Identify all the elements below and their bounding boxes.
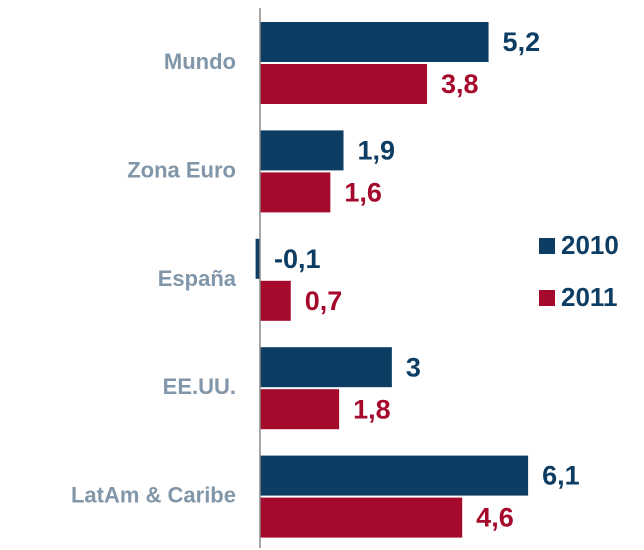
value-label: 6,1 — [542, 461, 580, 491]
legend-label: 2011 — [561, 282, 617, 312]
bar — [260, 172, 331, 213]
value-label: 1,6 — [344, 178, 382, 208]
category-label: LatAm & Caribe — [71, 483, 236, 508]
bar — [260, 22, 489, 62]
value-label: 0,7 — [305, 286, 343, 316]
bar — [260, 64, 428, 104]
value-label: 1,9 — [358, 136, 396, 166]
bar — [260, 497, 463, 538]
value-label: 5,2 — [503, 27, 541, 57]
legend-label: 2010 — [561, 230, 619, 260]
category-label: Mundo — [164, 49, 236, 74]
value-label: 4,6 — [476, 503, 514, 533]
legend-swatch — [539, 238, 555, 254]
value-label: -0,1 — [274, 244, 321, 274]
bar — [260, 280, 291, 321]
legend-swatch — [539, 290, 555, 306]
value-label: 3 — [406, 352, 421, 382]
bar — [260, 455, 529, 496]
value-label: 3,8 — [441, 69, 479, 99]
bar — [260, 347, 392, 388]
bar — [255, 238, 260, 279]
value-label: 1,8 — [353, 394, 391, 424]
bar — [260, 389, 340, 430]
category-label: España — [158, 266, 237, 291]
bar — [260, 130, 344, 171]
category-label: Zona Euro — [127, 157, 236, 182]
category-label: EE.UU. — [163, 374, 236, 399]
